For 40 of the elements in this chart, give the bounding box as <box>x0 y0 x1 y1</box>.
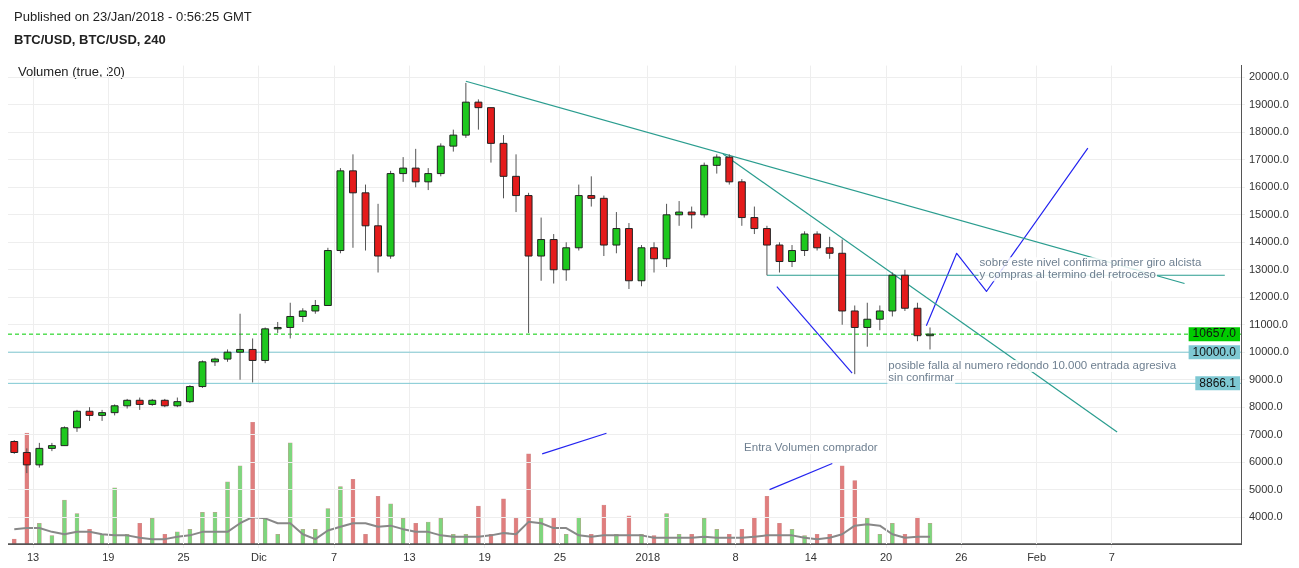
y-tick-label: 19000.0 <box>1249 97 1289 110</box>
x-tick-label: 8 <box>732 550 739 563</box>
chart-title: BTC/USD, BTC/USD, 240 <box>14 32 166 47</box>
y-tick-label: 14000.0 <box>1249 235 1289 248</box>
y-tick-label: 17000.0 <box>1249 152 1289 165</box>
x-tick-label: 2018 <box>635 550 660 563</box>
x-tick-label: 13 <box>26 550 40 563</box>
y-tick-label: 8000.0 <box>1249 400 1283 413</box>
annotation: Entra Volumen comprador <box>744 441 878 454</box>
ref-line-label: 8866.1 <box>1199 375 1237 390</box>
annotation: posible falla al numero redondo 10.000 entrada agresiva sin confirmar <box>888 359 1177 384</box>
y-tick-label: 13000.0 <box>1249 262 1289 275</box>
y-tick-label: 18000.0 <box>1249 125 1289 138</box>
x-tick-label: 20 <box>879 550 893 563</box>
x-tick-label: 7 <box>331 550 338 563</box>
x-tick-label: 14 <box>804 550 817 563</box>
ref-line-label: 10000.0 <box>1192 344 1237 359</box>
x-tick-label: Dic <box>250 550 268 563</box>
ref-line-label: 10657.0 <box>1192 326 1237 341</box>
y-tick-label: 15000.0 <box>1249 207 1289 220</box>
y-tick-label: 5000.0 <box>1249 482 1283 495</box>
y-tick-label: 11000.0 <box>1249 317 1288 330</box>
x-tick-label: 13 <box>403 550 416 563</box>
annotation: sobre este nivel confirma primer giro alcista y compras al termino del retroceso <box>979 256 1202 281</box>
chart-subtitle: Published on 23/Jan/2018 - 0:56:25 GMT <box>14 9 252 24</box>
y-tick-label: 6000.0 <box>1249 455 1283 468</box>
y-tick-label: 20000.0 <box>1249 70 1289 83</box>
y-tick-label: 4000.0 <box>1249 510 1283 523</box>
y-tick-label: 12000.0 <box>1249 290 1289 303</box>
x-tick-label: 19 <box>478 550 491 563</box>
y-tick-label: 9000.0 <box>1249 372 1283 385</box>
x-tick-label: 26 <box>955 550 968 563</box>
x-tick-label: 7 <box>1108 550 1115 563</box>
x-tick-label: 25 <box>553 550 567 563</box>
y-tick-label: 16000.0 <box>1249 180 1289 193</box>
y-tick-label: 7000.0 <box>1249 427 1283 440</box>
x-tick-label: 25 <box>177 550 190 563</box>
y-tick-label: 10000.0 <box>1249 345 1289 358</box>
x-tick-label: 19 <box>102 550 115 563</box>
x-tick-label: Feb <box>1027 550 1047 563</box>
